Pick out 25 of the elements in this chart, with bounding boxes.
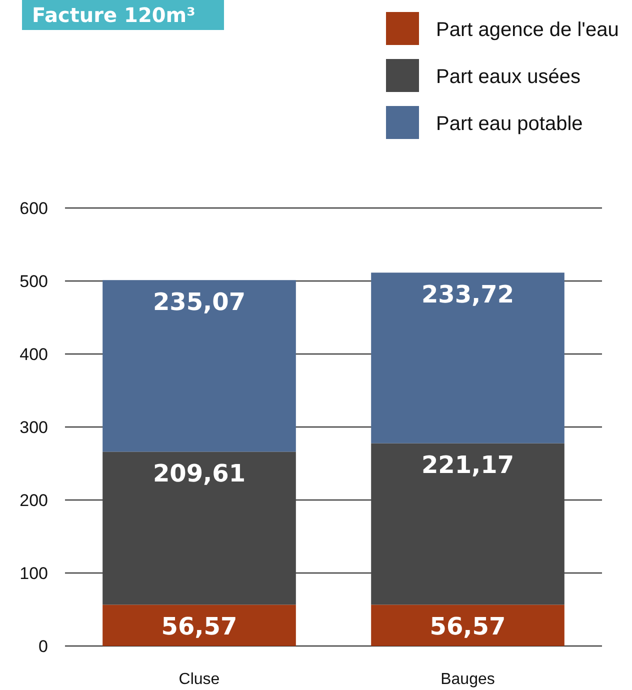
legend-label: Part agence de l'eau (436, 19, 619, 41)
legend-label: Part eau potable (436, 113, 583, 135)
y-tick-label: 600 (20, 198, 48, 218)
data-label: 221,17 (421, 451, 514, 480)
y-tick-label: 300 (20, 418, 48, 437)
y-tick-label: 100 (20, 564, 48, 583)
x-tick-label: Bauges (440, 671, 495, 688)
data-label: 56,57 (161, 612, 238, 641)
data-label: 235,07 (152, 288, 246, 316)
bar (102, 280, 296, 452)
bar (371, 443, 564, 605)
data-label: 209,61 (152, 460, 246, 488)
chart-title: Facture 120m³ (32, 3, 196, 27)
data-label: 233,72 (421, 280, 514, 309)
bar (102, 452, 296, 605)
legend-label: Part eaux usées (436, 66, 581, 88)
bar (371, 272, 564, 444)
x-tick-label: Cluse (178, 671, 220, 688)
y-tick-label: 500 (20, 272, 48, 291)
y-tick-label: 200 (20, 490, 48, 510)
data-label: 56,57 (430, 612, 506, 641)
bar (371, 604, 564, 646)
y-tick-label: 400 (20, 344, 48, 364)
bar (102, 604, 296, 646)
y-tick-label: 0 (38, 636, 48, 656)
